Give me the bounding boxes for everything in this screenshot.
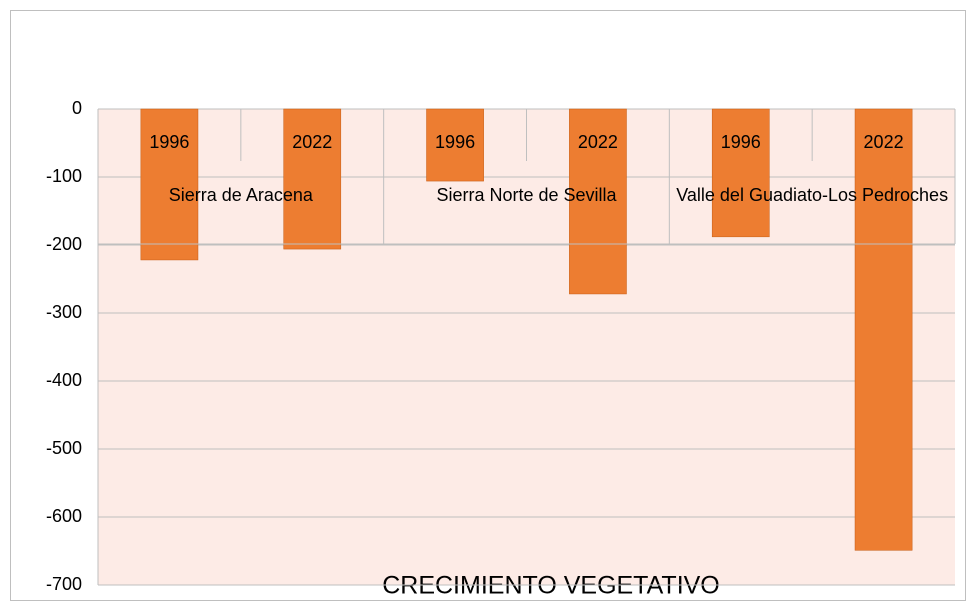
- y-tick-label: -300: [46, 302, 82, 322]
- y-tick-label: -400: [46, 370, 82, 390]
- y-tick-label: -100: [46, 166, 82, 186]
- bar: [140, 108, 199, 261]
- y-tick-label: 0: [72, 98, 82, 118]
- plot-area: [98, 109, 955, 585]
- x-tick-label: 1996: [149, 132, 189, 152]
- chart-title: CRECIMIENTO VEGETATIVO: [382, 572, 720, 600]
- group-label: Valle del Guadiato-Los Pedroches: [676, 185, 949, 205]
- x-tick-label: 1996: [435, 132, 475, 152]
- x-tick-label: 2022: [864, 132, 904, 152]
- bar: [283, 108, 342, 250]
- bar: [569, 108, 627, 295]
- y-tick-label: -700: [46, 574, 82, 594]
- bar: [711, 108, 770, 238]
- bar: [426, 108, 484, 182]
- y-tick-label: -600: [46, 506, 82, 526]
- group-label: Sierra Norte de Sevilla: [436, 185, 617, 205]
- y-tick-label: -200: [46, 234, 82, 254]
- x-tick-label: 2022: [578, 132, 618, 152]
- x-tick-label: 2022: [292, 132, 332, 152]
- x-tick-label: 1996: [721, 132, 761, 152]
- group-label: Sierra de Aracena: [168, 185, 313, 205]
- bar: [854, 108, 913, 551]
- y-tick-label: -500: [46, 438, 82, 458]
